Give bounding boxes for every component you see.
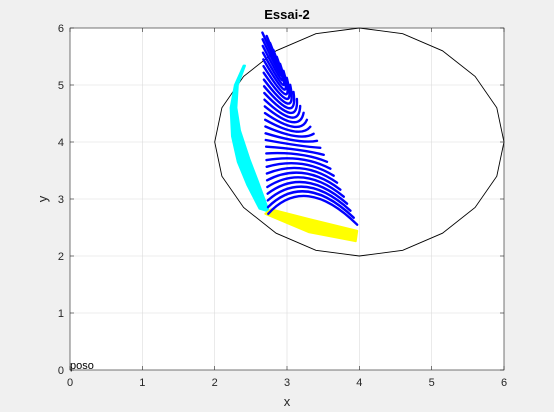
blue-curve-line: [265, 166, 339, 184]
blue-curve-line: [262, 71, 291, 101]
blue-curve-line: [263, 105, 305, 124]
blue-curve-line: [265, 157, 332, 170]
blue-curve-line: [262, 64, 289, 96]
x-tick-label: 5: [429, 377, 435, 389]
blue-curve-line: [263, 98, 302, 119]
x-tick-label: 1: [139, 377, 145, 389]
y-tick-label: 2: [58, 251, 64, 263]
blue-curve-line: [264, 125, 315, 138]
blue-curve-line: [262, 85, 296, 110]
blue-curve-line: [263, 111, 309, 129]
blue-curve-line: [267, 194, 359, 226]
y-tick-label: 6: [58, 23, 64, 35]
x-tick-label: 4: [356, 377, 362, 389]
blue-curve-line: [265, 161, 335, 177]
blue-curve-line: [262, 78, 293, 105]
blue-curve-line: [264, 118, 312, 133]
y-tick-label: 1: [58, 308, 64, 320]
blue-curve-line: [264, 138, 322, 149]
blue-curve-line: [266, 185, 352, 212]
blue-curve-line: [265, 151, 329, 163]
chart-title: Essai-2: [264, 7, 310, 22]
x-axis-label: x: [284, 394, 291, 409]
x-tick-label: 3: [284, 377, 290, 389]
blue-curve-line: [265, 171, 342, 191]
blue-curve-line: [263, 91, 299, 115]
blue-curve-line: [266, 176, 345, 198]
blue-curve-line: [264, 132, 319, 143]
annotation-poso: poso: [70, 360, 94, 372]
x-tick-label: 6: [501, 377, 507, 389]
y-tick-label: 4: [58, 137, 64, 149]
x-tick-label: 2: [212, 377, 218, 389]
yellow-band-series: [264, 208, 359, 243]
y-tick-label: 5: [58, 80, 64, 92]
y-axis-label: y: [35, 195, 50, 202]
blue-curve-line: [266, 180, 349, 205]
x-tick-label: 0: [67, 377, 73, 389]
axis-ticks: 0 1 2 3 4 5 6 0 1 2 3 4 5 6: [58, 23, 507, 389]
blue-curve-line: [266, 190, 355, 219]
y-tick-label: 0: [58, 365, 64, 377]
blue-curve-line: [264, 145, 325, 156]
cyan-band-series: [229, 64, 270, 213]
plot-area: [214, 27, 505, 257]
y-tick-label: 3: [58, 194, 64, 206]
